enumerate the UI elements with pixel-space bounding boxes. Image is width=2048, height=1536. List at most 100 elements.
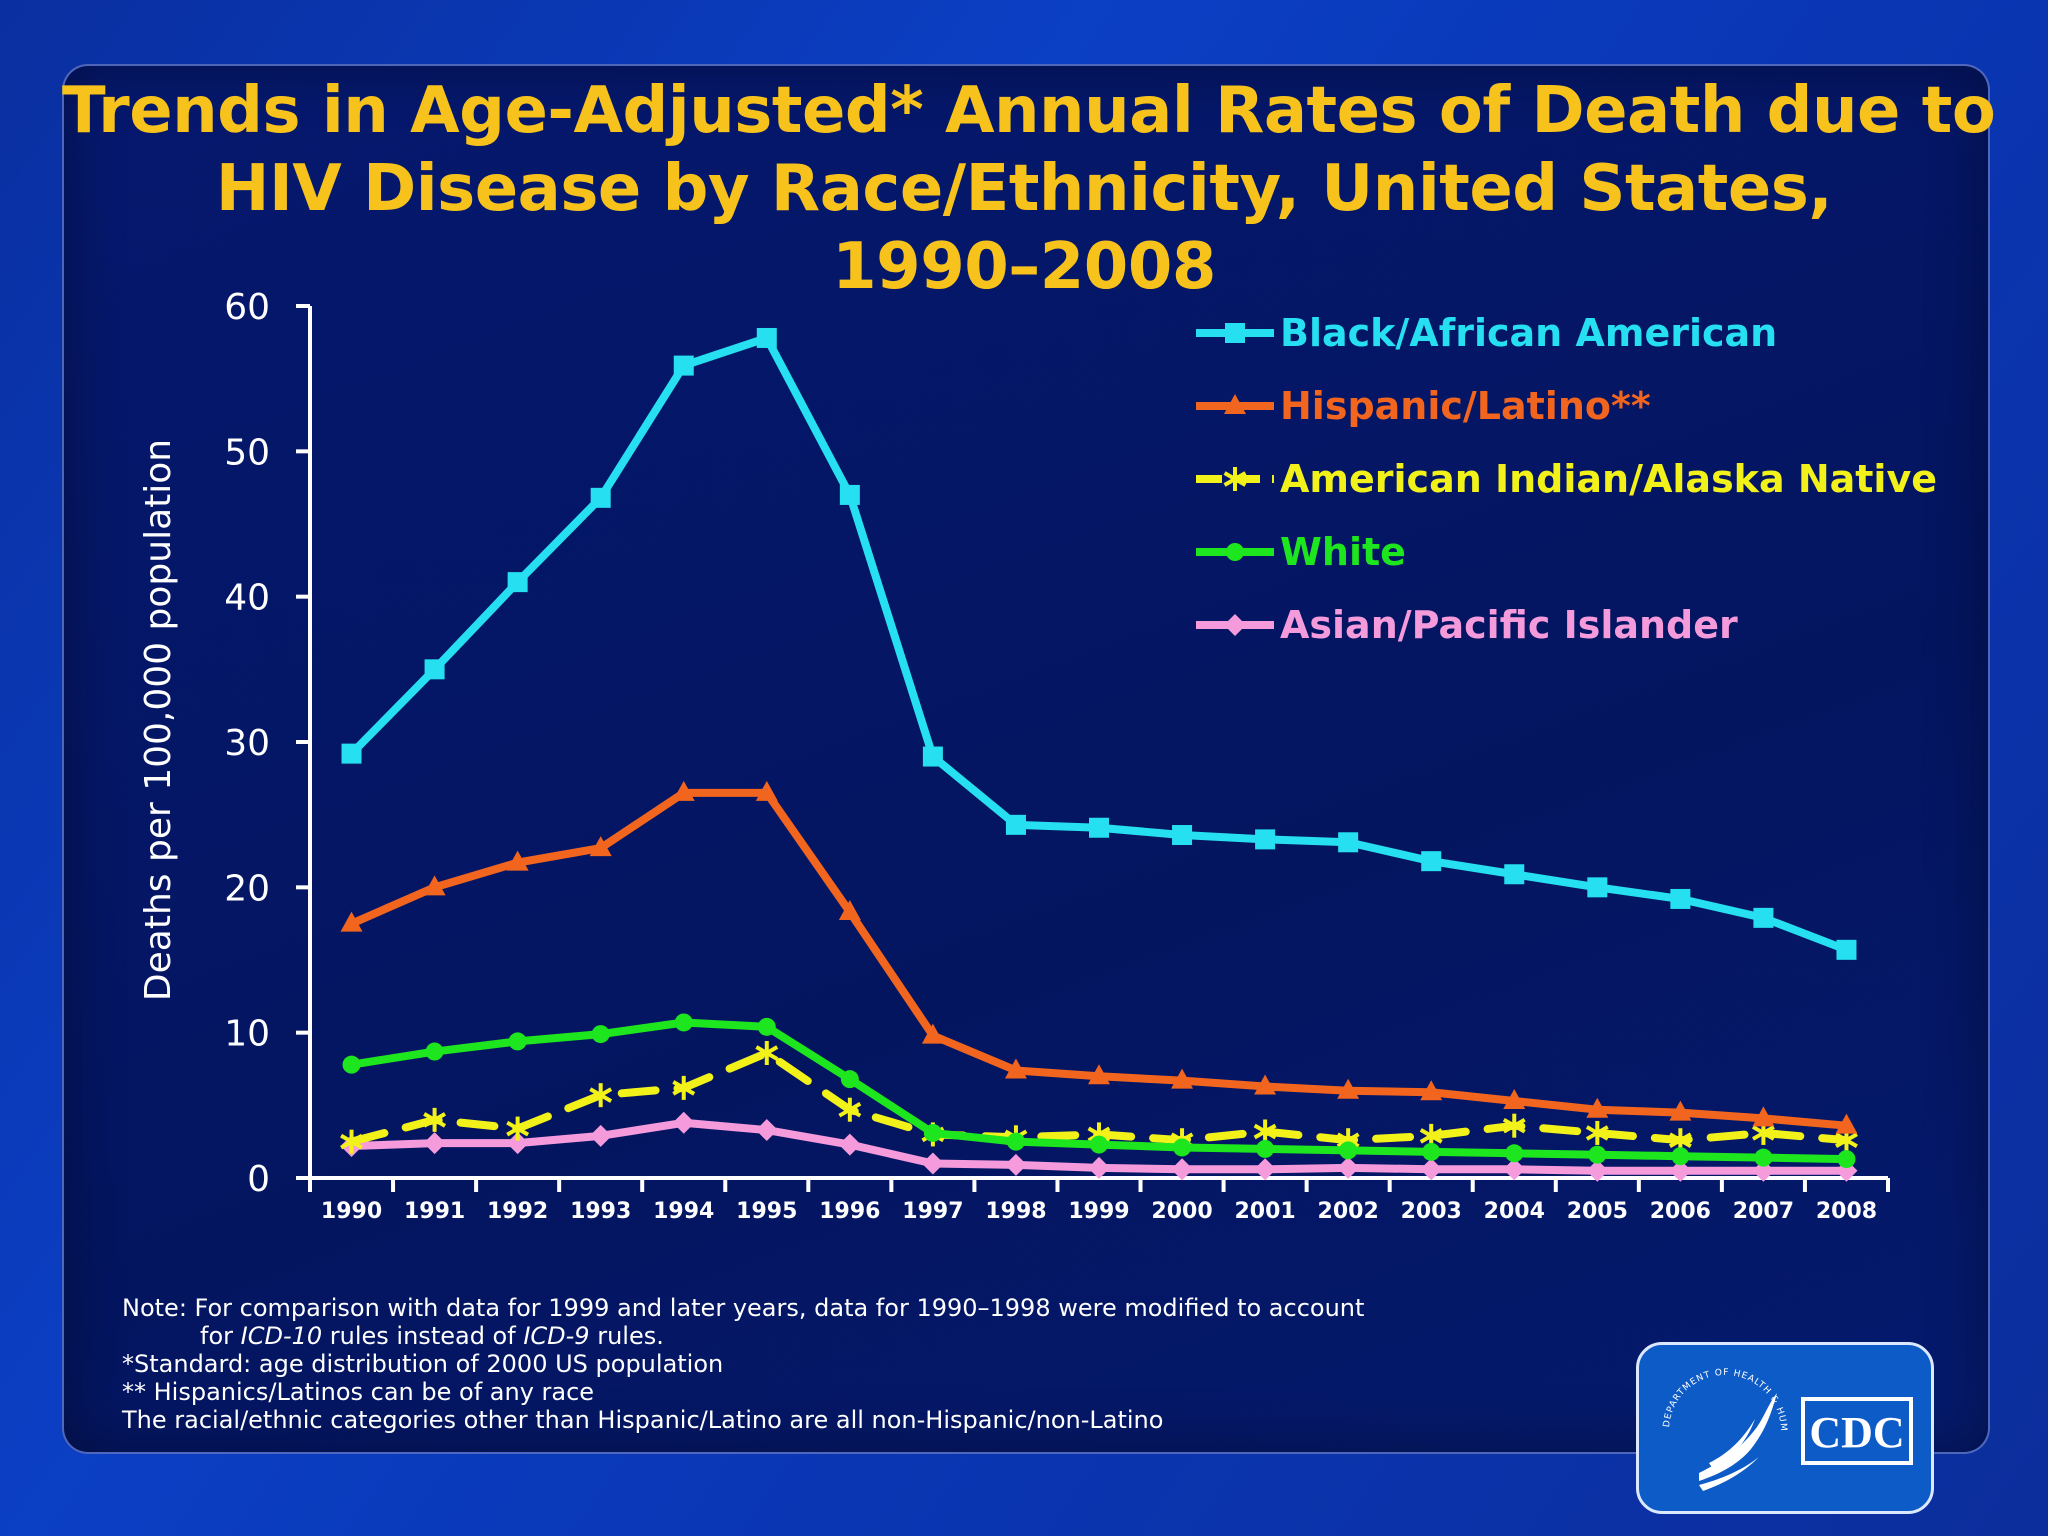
data-point bbox=[1420, 1158, 1443, 1181]
data-point bbox=[1005, 814, 1026, 835]
hhs-seal-icon: DEPARTMENT OF HEALTH & HUMAN SERVICES US… bbox=[1639, 1345, 1787, 1491]
data-point bbox=[341, 743, 362, 764]
data-point bbox=[840, 1070, 859, 1089]
series-3 bbox=[342, 1013, 1856, 1169]
note-line-1: Note: For comparison with data for 1999 … bbox=[122, 1294, 1365, 1322]
data-point bbox=[1337, 1078, 1360, 1099]
data-point bbox=[1752, 1106, 1775, 1127]
x-tick-label: 1990 bbox=[321, 1199, 382, 1224]
data-point bbox=[1255, 829, 1276, 850]
data-point bbox=[508, 1032, 527, 1051]
data-point bbox=[423, 1132, 446, 1155]
data-point bbox=[1337, 1156, 1360, 1179]
data-point bbox=[672, 1075, 696, 1100]
cdc-mark-icon: CDC bbox=[1801, 1397, 1913, 1465]
data-point bbox=[838, 900, 861, 921]
x-tick-label: 2006 bbox=[1650, 1199, 1711, 1224]
series-4 bbox=[340, 1111, 1858, 1182]
data-point bbox=[1254, 1074, 1277, 1095]
x-tick-label: 1996 bbox=[819, 1199, 880, 1224]
data-point bbox=[590, 487, 611, 508]
x-tick-label: 1998 bbox=[985, 1199, 1046, 1224]
x-tick-label: 2003 bbox=[1401, 1199, 1462, 1224]
legend-item: Hispanic/Latino** bbox=[1196, 384, 1651, 428]
x-tick-label: 2005 bbox=[1567, 1199, 1628, 1224]
data-point bbox=[1088, 1064, 1110, 1085]
data-point bbox=[589, 836, 612, 857]
data-point bbox=[1421, 851, 1442, 872]
data-point bbox=[757, 1017, 776, 1036]
legend-item: Black/African American bbox=[1196, 311, 1777, 355]
x-tick-label: 2001 bbox=[1234, 1199, 1295, 1224]
data-point bbox=[1090, 1135, 1108, 1154]
series-0 bbox=[341, 327, 1857, 960]
data-point bbox=[1503, 1088, 1526, 1109]
legend-label: American Indian/Alaska Native bbox=[1280, 457, 1937, 501]
data-point bbox=[1837, 1150, 1856, 1169]
data-point bbox=[1753, 907, 1774, 928]
legend-marker bbox=[1223, 467, 1247, 491]
note-line-3: *Standard: age distribution of 2000 US p… bbox=[122, 1350, 724, 1378]
page-title: Trends in Age-Adjusted* Annual Rates of … bbox=[62, 72, 1996, 306]
x-tick-label: 2008 bbox=[1816, 1199, 1877, 1224]
data-point bbox=[1006, 1132, 1025, 1151]
legend-label: Black/African American bbox=[1280, 311, 1777, 355]
data-point bbox=[340, 911, 363, 932]
data-point bbox=[1670, 888, 1691, 909]
data-point bbox=[589, 1124, 612, 1147]
data-point bbox=[1503, 1158, 1526, 1181]
x-tick-label: 1997 bbox=[902, 1199, 963, 1224]
data-point bbox=[1253, 1119, 1277, 1144]
data-point bbox=[423, 875, 446, 896]
data-point bbox=[1172, 825, 1193, 846]
data-point bbox=[506, 1132, 529, 1155]
legend-item: American Indian/Alaska Native bbox=[1196, 457, 1937, 501]
data-point bbox=[1835, 1113, 1858, 1134]
data-point bbox=[1171, 1158, 1194, 1181]
x-tick-label: 2000 bbox=[1151, 1199, 1212, 1224]
x-tick-label: 2004 bbox=[1484, 1199, 1545, 1224]
data-point bbox=[589, 1083, 613, 1108]
data-point bbox=[1339, 1141, 1358, 1160]
data-point bbox=[342, 1055, 361, 1074]
data-point bbox=[1669, 1100, 1692, 1121]
y-tick-label: 20 bbox=[224, 868, 270, 909]
x-tick-label: 1992 bbox=[487, 1199, 548, 1224]
content-panel bbox=[62, 64, 1990, 1454]
data-point bbox=[506, 850, 529, 871]
data-point bbox=[1671, 1147, 1690, 1166]
data-point bbox=[1752, 1159, 1775, 1182]
data-point bbox=[838, 1133, 861, 1156]
data-point bbox=[1173, 1138, 1192, 1157]
data-point bbox=[1171, 1068, 1194, 1089]
footnotes: Note: For comparison with data for 1999 … bbox=[122, 1294, 1364, 1434]
data-point bbox=[1504, 864, 1525, 885]
y-axis-label: Deaths per 100,000 population bbox=[138, 439, 179, 1001]
data-point bbox=[1420, 1080, 1443, 1101]
y-tick-label: 50 bbox=[224, 432, 270, 473]
note-line-2: for ICD-10 rules instead of ICD-9 rules. bbox=[200, 1322, 664, 1350]
data-point bbox=[423, 1107, 447, 1132]
x-tick-label: 1995 bbox=[736, 1199, 797, 1224]
data-point bbox=[1502, 1113, 1526, 1138]
data-point bbox=[591, 1025, 610, 1044]
legend-label: Asian/Pacific Islander bbox=[1280, 603, 1738, 647]
x-tick-label: 2002 bbox=[1318, 1199, 1379, 1224]
data-point bbox=[673, 355, 694, 376]
y-tick-label: 10 bbox=[224, 1014, 270, 1055]
legend-label: White bbox=[1280, 530, 1406, 574]
data-point bbox=[756, 327, 777, 348]
data-point bbox=[672, 1111, 695, 1134]
legend-label: Hispanic/Latino** bbox=[1280, 384, 1651, 428]
data-point bbox=[922, 746, 943, 767]
chart-series bbox=[340, 327, 1858, 1182]
data-point bbox=[755, 1041, 779, 1066]
x-tick-label: 1999 bbox=[1068, 1199, 1129, 1224]
data-point bbox=[672, 780, 695, 801]
data-point bbox=[755, 1119, 778, 1142]
title-line-3: 1990–2008 bbox=[832, 230, 1216, 304]
cdc-hhs-logo: DEPARTMENT OF HEALTH & HUMAN SERVICES US… bbox=[1636, 1342, 1934, 1514]
data-point bbox=[1669, 1159, 1692, 1182]
legend-marker bbox=[1225, 323, 1245, 343]
